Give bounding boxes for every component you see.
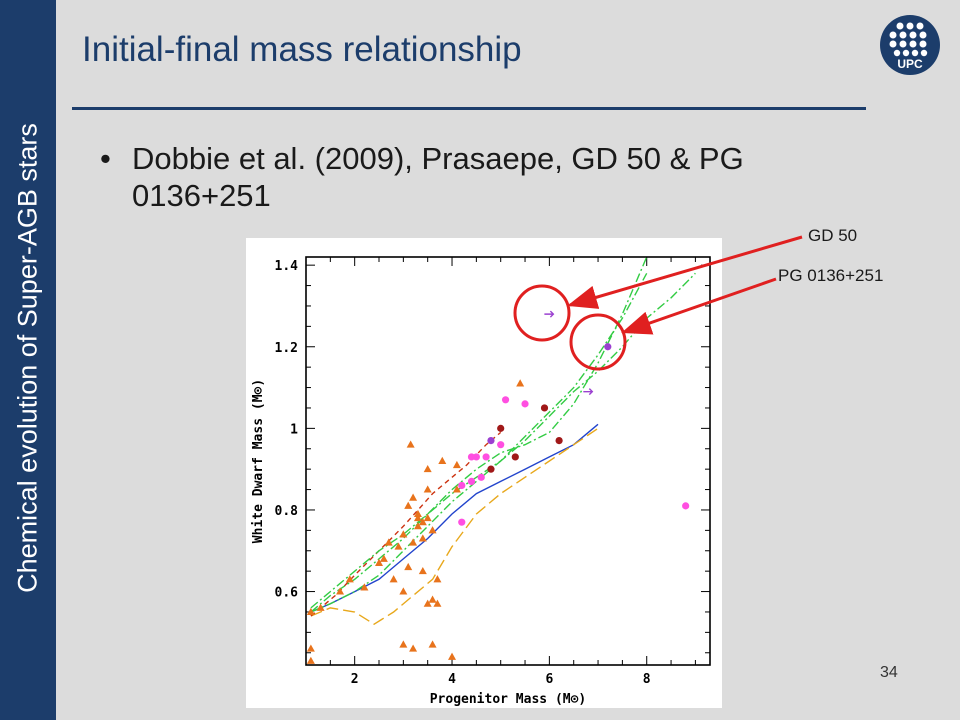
data-point-triangle [345,575,354,583]
bullet-text: Dobbie et al. (2009), Prasaepe, GD 50 & … [132,141,744,214]
data-point-triangle [399,587,408,595]
data-point-triangle [375,558,384,566]
data-point-triangle [404,562,413,571]
x-tick-label: 4 [448,672,456,687]
logo-dots [889,22,928,57]
data-point-circle [458,481,466,490]
data-point-triangle [306,644,315,652]
data-point-triangle [423,464,432,473]
x-tick-label: 6 [545,672,553,687]
data-point-triangle [360,583,369,591]
y-axis-label: White Dwarf Mass (M⊙) [251,379,266,543]
data-point-triangle [409,493,418,501]
y-tick-label: 1 [290,422,298,437]
data-point-triangle [389,575,398,583]
pg0136-circle [569,313,627,371]
data-point-triangle [433,575,442,583]
data-point-circle [497,441,505,449]
data-point-triangle [428,595,437,603]
pg0136-arrow [621,277,777,335]
data-point-circle [458,518,466,526]
data-point-triangle [413,509,422,518]
data-point-circle [540,404,549,412]
data-point-triangle [413,522,422,530]
data-point-triangle [409,644,418,652]
data-point-triangle [428,526,437,534]
data-point-circle [555,437,563,445]
gd50-circle [513,284,571,342]
data-point-circle [467,477,476,485]
data-point-triangle [516,379,525,387]
data-point-triangle [452,485,461,493]
y-tick-label: 0.8 [275,504,299,519]
data-point-triangle [384,538,393,546]
data-point-circle [511,453,519,461]
sidebar: Chemical evolution of Super-AGB stars [0,0,56,720]
data-point-lower-limit [544,310,555,318]
data-point-circle [682,502,690,510]
data-point-triangle [409,538,418,546]
data-point-triangle [336,587,345,595]
y-tick-label: 1.4 [275,259,299,274]
data-point-circle [477,473,485,481]
y-tick-label: 0.6 [275,586,299,601]
data-point-triangle [306,656,315,664]
y-tick-label: 1.2 [275,341,298,356]
model-curve-4 [310,257,648,613]
data-point-circle [482,453,490,461]
x-axis-label: Progenitor Mass (M⊙) [430,692,587,707]
data-point-triangle [423,513,432,522]
data-point-circle [521,400,529,408]
data-point-circle [497,424,505,432]
data-point-triangle [404,501,413,509]
data-point-triangle [399,530,408,538]
data-point-triangle [394,542,403,550]
data-point-circle [501,396,510,404]
data-point-triangle [418,566,427,575]
x-tick-label: 8 [643,672,651,687]
data-point-triangle [316,603,325,611]
data-point-circle [487,437,495,445]
model-curve-6 [310,272,648,613]
data-point-circle [604,343,612,351]
title-underline [72,107,866,110]
data-point-triangle [306,607,315,615]
data-point-triangle [423,599,432,607]
data-point-triangle [423,485,432,493]
bullet-dot: • [100,141,111,176]
x-tick-label: 2 [351,672,359,687]
data-point-triangle [418,534,427,542]
slide-number: 34 [880,664,898,681]
data-point-triangle [406,440,415,448]
data-point-lower-limit [583,388,594,396]
model-curve-1 [310,423,599,613]
data-point-circle [487,465,495,473]
data-point-triangle [413,513,422,522]
gd50-label: GD 50 [808,226,858,245]
data-point-triangle [433,599,442,607]
logo-text: UPC [897,57,923,71]
gd50-arrow [567,235,803,309]
bullet-item: • Dobbie et al. (2009), Prasaepe, GD 50 … [100,140,860,214]
plot-frame [305,256,711,666]
upc-logo: UPC [880,15,940,75]
data-point-triangle [399,640,408,648]
ifmr-chart: 2 4 6 8 0.6 0.8 1 1.2 1.4 Progenitor Mass (M⊙) Whi… [251,256,711,707]
data-point-triangle [448,652,457,660]
data-point-triangle [418,518,427,526]
data-point-triangle [438,456,447,464]
data-point-triangle [428,640,437,648]
slide-title: Initial-final mass relationship [82,30,522,69]
data-point-triangle [379,554,388,562]
data-point-circle [472,453,480,461]
model-curve-2 [310,427,599,626]
data-point-triangle [452,460,461,469]
pg0136-label: PG 0136+251 [778,266,884,285]
